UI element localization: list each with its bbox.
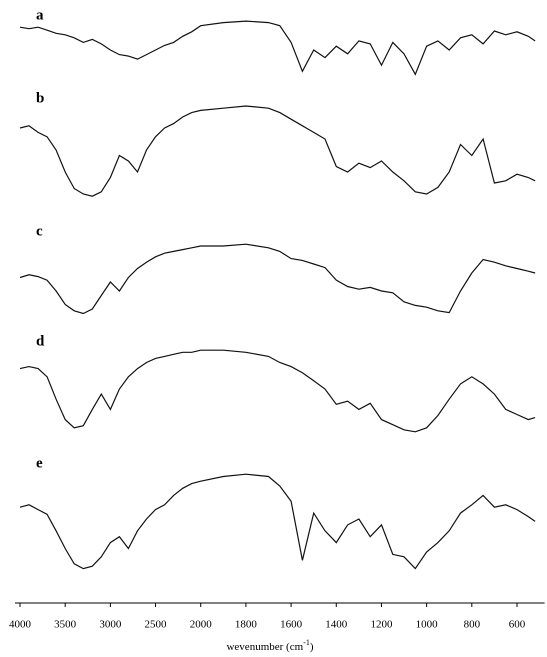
x-tick-label: 2500 [145, 619, 168, 631]
spectrum-line [19, 473, 536, 570]
x-tick-label: 1600 [280, 619, 303, 631]
spectrum-line [19, 105, 536, 197]
spectrum-line [19, 349, 536, 433]
x-tick-label: 2000 [190, 619, 213, 631]
x-tick-label: 3000 [99, 619, 122, 631]
x-tick-label: 4000 [9, 619, 32, 631]
x-tick-label: 1800 [235, 619, 258, 631]
series-label: a [36, 7, 44, 23]
series-label: d [36, 333, 45, 349]
series-label: c [36, 223, 43, 239]
x-axis-title-superscript: -1 [303, 638, 310, 647]
spectrum-line [19, 243, 536, 315]
x-tick-label: 800 [464, 619, 481, 631]
x-tick-label: 3500 [54, 619, 77, 631]
x-axis-title-close: ) [310, 641, 314, 653]
series-label: b [36, 90, 44, 106]
x-tick-label: 1400 [325, 619, 348, 631]
series-label: e [36, 455, 43, 471]
x-axis-title-text: wevenumber (cm [226, 641, 303, 653]
x-tick-label: 1000 [416, 619, 439, 631]
x-tick-label: 600 [509, 619, 526, 631]
spectrum-line [19, 20, 536, 76]
x-tick-label: 1200 [370, 619, 393, 631]
x-axis-title: wevenumber (cm-1) [226, 638, 313, 653]
